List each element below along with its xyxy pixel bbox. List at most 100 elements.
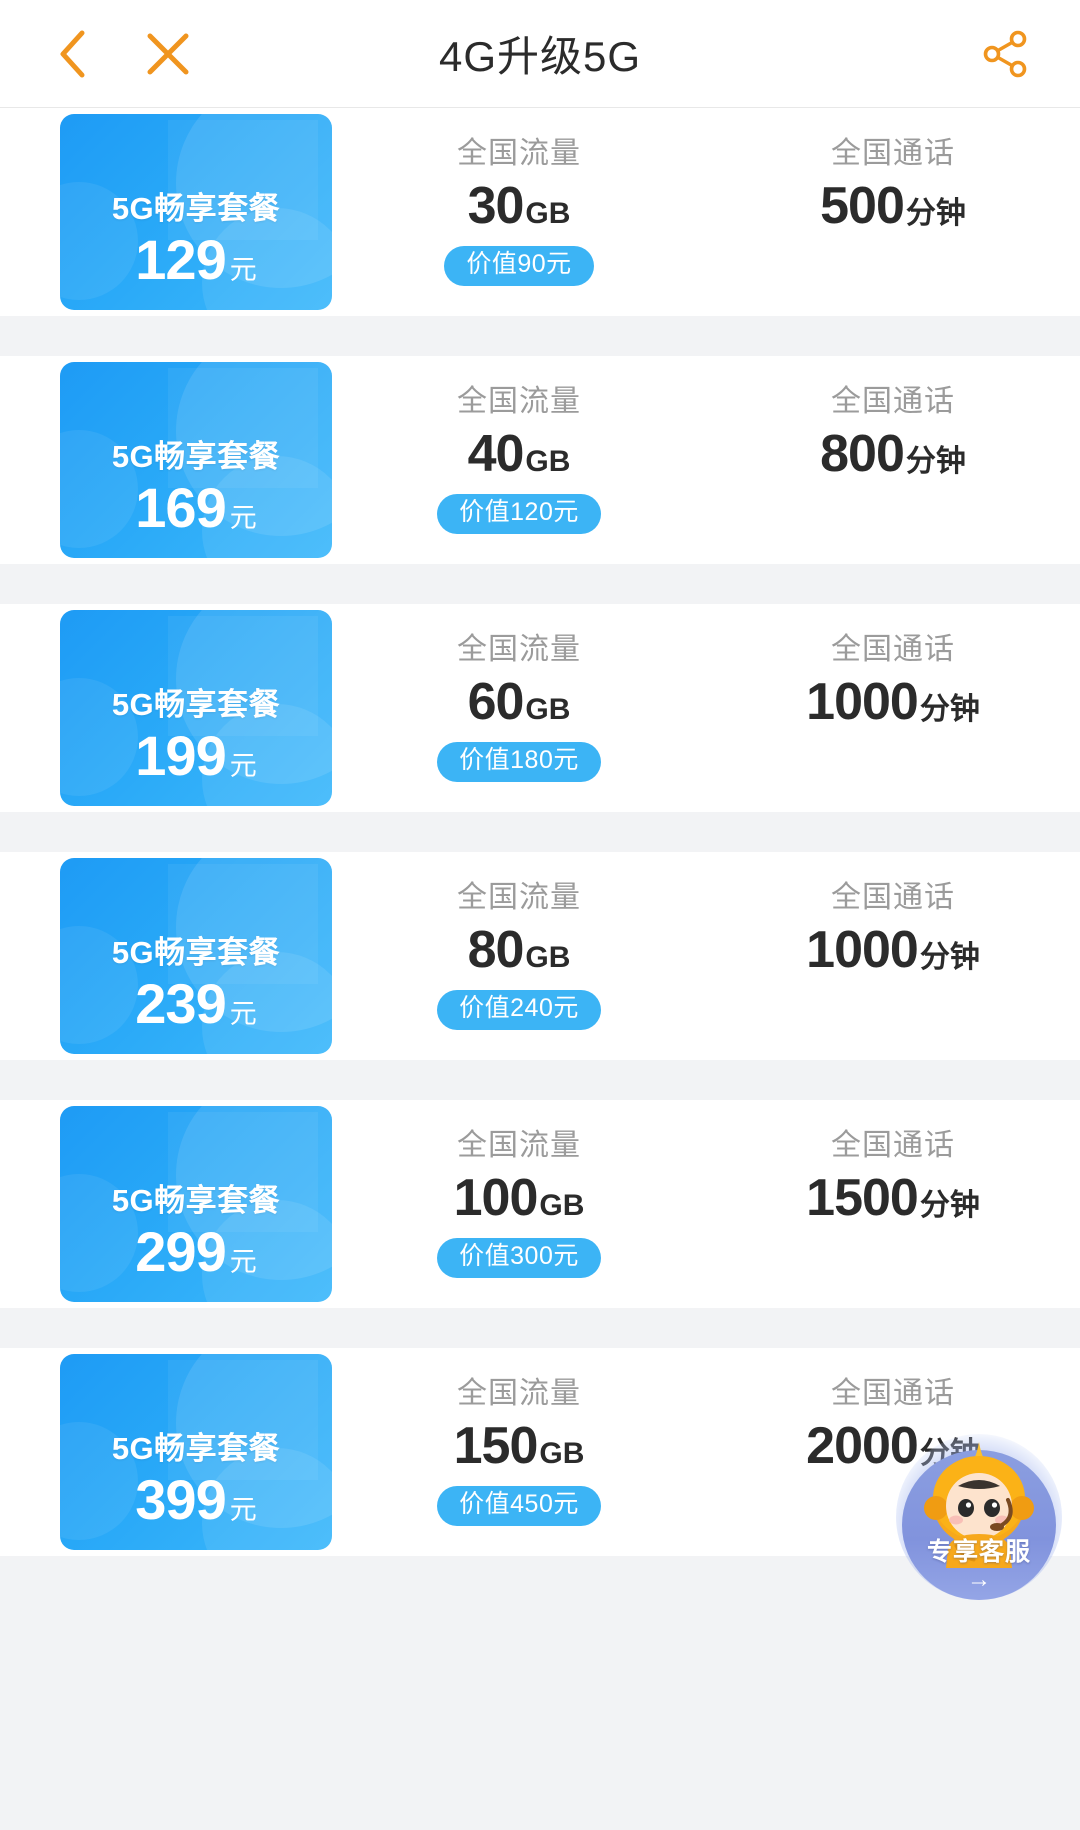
- spec-data-unit: GB: [539, 1189, 585, 1222]
- plan-price-unit: 元: [229, 1495, 257, 1525]
- spec-voice-unit: 分钟: [905, 197, 966, 230]
- plan-name: 5G畅享套餐: [111, 191, 281, 226]
- spec-data-value: 60 GB: [468, 676, 571, 728]
- spec-data-value: 100 GB: [454, 1172, 585, 1224]
- plan-list: 5G畅享套餐 129 元 全国流量 30 GB 价值90元 全国通话 500 分…: [0, 108, 1080, 1656]
- plan-price-unit: 元: [229, 255, 257, 285]
- spec-data-number: 150: [453, 1417, 539, 1475]
- plan-specs: 全国流量 100 GB 价值300元 全国通话 1500 分钟: [332, 1100, 1080, 1308]
- spec-voice-value: 1000 分钟: [806, 924, 980, 976]
- plan-row[interactable]: 5G畅享套餐 129 元 全国流量 30 GB 价值90元 全国通话 500 分…: [0, 108, 1080, 316]
- spec-data-value: 80 GB: [468, 924, 571, 976]
- plan-specs: 全国流量 30 GB 价值90元 全国通话 500 分钟: [332, 108, 1080, 316]
- spec-data-number: 80: [467, 921, 525, 979]
- spec-voice-label: 全国通话: [831, 633, 955, 666]
- plan-price: 299 元: [135, 1224, 256, 1280]
- spec-voice-label: 全国通话: [831, 385, 955, 418]
- plan-price: 199 元: [135, 728, 256, 784]
- spec-voice: 全国通话 500 分钟: [706, 128, 1080, 232]
- spec-data-value: 40 GB: [468, 428, 571, 480]
- spec-data-label: 全国流量: [457, 137, 581, 170]
- spec-data: 全国流量 100 GB 价值300元: [332, 1120, 706, 1278]
- spec-data-label: 全国流量: [457, 1129, 581, 1162]
- spec-data-unit: GB: [539, 1437, 585, 1470]
- plan-price-card: 5G畅享套餐 129 元: [60, 114, 332, 310]
- spec-voice: 全国通话 1000 分钟: [706, 872, 1080, 976]
- chevron-left-icon: [60, 30, 85, 77]
- customer-service-mascot-icon: [924, 1442, 1034, 1568]
- plan-specs: 全国流量 60 GB 价值180元 全国通话 1000 分钟: [332, 604, 1080, 812]
- close-icon: [147, 33, 189, 74]
- spec-data-number: 100: [453, 1169, 539, 1227]
- spec-data-value: 150 GB: [454, 1420, 585, 1472]
- spec-voice: 全国通话 2000 分钟: [706, 1368, 1080, 1472]
- value-badge: 价值90元: [444, 246, 594, 286]
- value-badge: 价值450元: [437, 1486, 601, 1526]
- plan-price-unit: 元: [229, 503, 257, 533]
- share-button[interactable]: [978, 26, 1034, 82]
- spec-data-unit: GB: [525, 197, 571, 230]
- spec-data-number: 60: [467, 673, 525, 731]
- app-header: 4G升级5G: [0, 0, 1080, 108]
- spec-voice-value: 500 分钟: [820, 180, 966, 232]
- spec-data: 全国流量 60 GB 价值180元: [332, 624, 706, 782]
- plan-price: 129 元: [135, 232, 256, 288]
- plan-price-value: 129: [135, 228, 226, 291]
- plan-price-value: 399: [135, 1468, 226, 1531]
- spec-voice-number: 1000: [806, 673, 919, 731]
- spec-data-value: 30 GB: [468, 180, 571, 232]
- value-badge: 价值120元: [437, 494, 601, 534]
- spec-data-label: 全国流量: [457, 633, 581, 666]
- spec-voice-label: 全国通话: [831, 137, 955, 170]
- plan-price-unit: 元: [229, 999, 257, 1029]
- spec-voice-unit: 分钟: [919, 941, 980, 974]
- spec-voice-unit: 分钟: [919, 693, 980, 726]
- plan-price: 399 元: [135, 1472, 256, 1528]
- plan-price: 169 元: [135, 480, 256, 536]
- plan-specs: 全国流量 40 GB 价值120元 全国通话 800 分钟: [332, 356, 1080, 564]
- spec-data-label: 全国流量: [457, 1377, 581, 1410]
- spec-voice-value: 1500 分钟: [806, 1172, 980, 1224]
- spec-voice-unit: 分钟: [919, 1189, 980, 1222]
- spec-data-number: 30: [467, 177, 525, 235]
- spec-voice-number: 1500: [806, 1169, 919, 1227]
- spec-data-number: 40: [467, 425, 525, 483]
- customer-service-arrow-icon: →: [967, 1566, 991, 1593]
- value-badge: 价值300元: [437, 1238, 601, 1278]
- plan-price-value: 299: [135, 1220, 226, 1283]
- spec-voice: 全国通话 1500 分钟: [706, 1120, 1080, 1224]
- plan-price: 239 元: [135, 976, 256, 1032]
- spec-voice-label: 全国通话: [831, 1129, 955, 1162]
- plan-price-card: 5G畅享套餐 299 元: [60, 1106, 332, 1302]
- plan-name: 5G畅享套餐: [111, 1183, 281, 1218]
- customer-service-button[interactable]: 专享客服 →: [896, 1434, 1062, 1600]
- plan-name: 5G畅享套餐: [111, 687, 281, 722]
- list-bottom-spacer: [0, 1596, 1080, 1656]
- plan-specs: 全国流量 80 GB 价值240元 全国通话 1000 分钟: [332, 852, 1080, 1060]
- plan-name: 5G畅享套餐: [111, 439, 281, 474]
- header-nav-icons: [0, 28, 194, 80]
- plan-row[interactable]: 5G畅享套餐 239 元 全国流量 80 GB 价值240元 全国通话 1000…: [0, 852, 1080, 1060]
- spec-voice-value: 1000 分钟: [806, 676, 980, 728]
- plan-row[interactable]: 5G畅享套餐 169 元 全国流量 40 GB 价值120元 全国通话 800 …: [0, 356, 1080, 564]
- plan-row[interactable]: 5G畅享套餐 299 元 全国流量 100 GB 价值300元 全国通话 150…: [0, 1100, 1080, 1308]
- close-button[interactable]: [142, 28, 194, 80]
- plan-price-value: 239: [135, 972, 226, 1035]
- spec-voice: 全国通话 800 分钟: [706, 376, 1080, 480]
- spec-voice-number: 800: [820, 425, 905, 483]
- spec-data-unit: GB: [525, 693, 571, 726]
- share-icon: [983, 30, 1027, 77]
- plan-row[interactable]: 5G畅享套餐 199 元 全国流量 60 GB 价值180元 全国通话 1000…: [0, 604, 1080, 812]
- spec-data-label: 全国流量: [457, 385, 581, 418]
- spec-data-unit: GB: [525, 941, 571, 974]
- plan-price-card: 5G畅享套餐 199 元: [60, 610, 332, 806]
- spec-voice-number: 1000: [806, 921, 919, 979]
- plan-name: 5G畅享套餐: [111, 935, 281, 970]
- back-button[interactable]: [46, 28, 98, 80]
- spec-voice-label: 全国通话: [831, 881, 955, 914]
- spec-voice-number: 500: [820, 177, 905, 235]
- spec-data: 全国流量 150 GB 价值450元: [332, 1368, 706, 1526]
- plan-price-card: 5G畅享套餐 239 元: [60, 858, 332, 1054]
- plan-specs: 全国流量 150 GB 价值450元 全国通话 2000 分钟: [332, 1348, 1080, 1556]
- spec-data: 全国流量 30 GB 价值90元: [332, 128, 706, 286]
